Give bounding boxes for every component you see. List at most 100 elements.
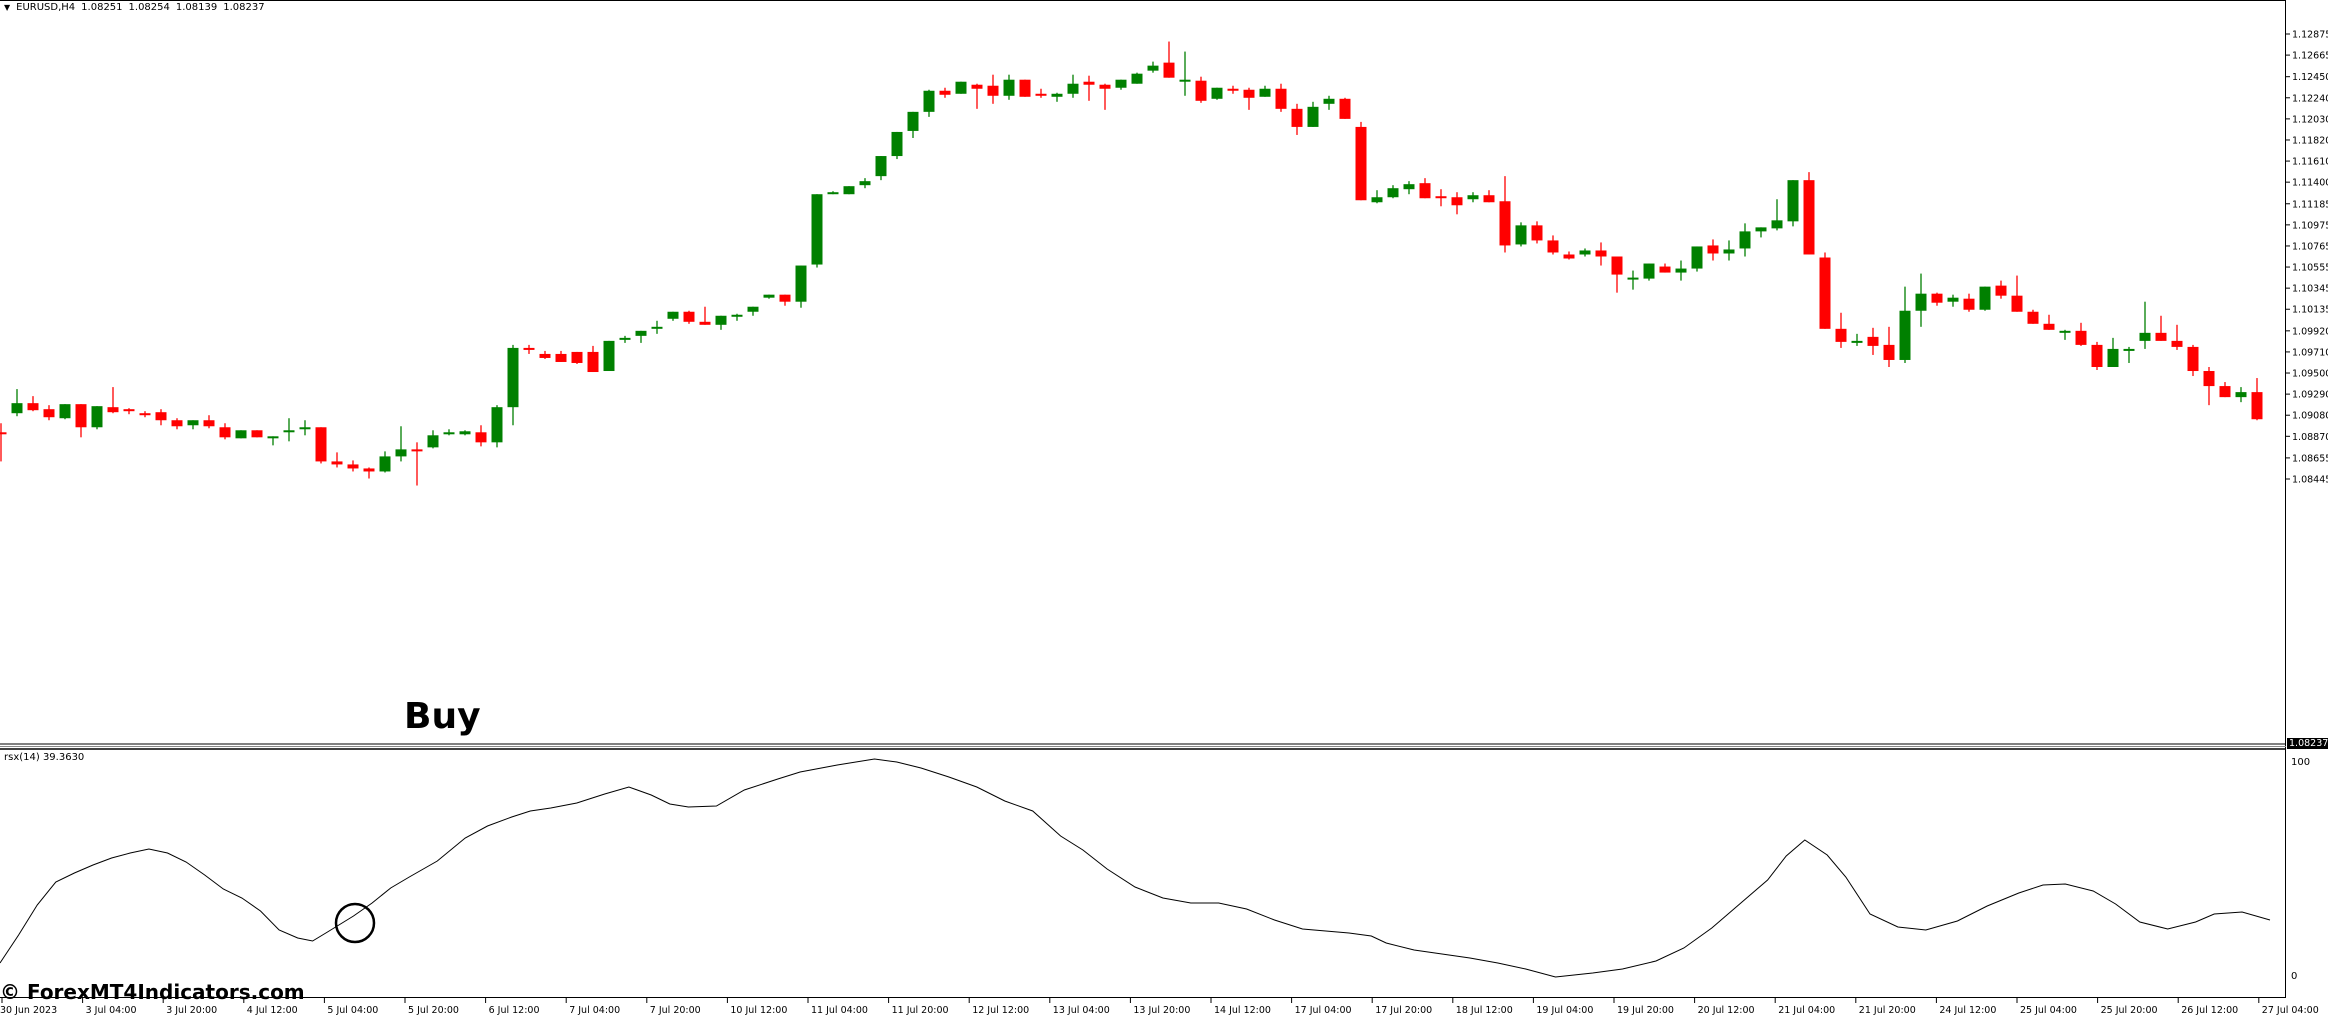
candle	[1083, 81, 1095, 85]
candle	[1755, 227, 1767, 232]
rsx-indicator-label: rsx(14) 39.3630	[4, 752, 85, 763]
candle	[1563, 254, 1575, 259]
candle	[907, 111, 919, 131]
candle	[2059, 330, 2071, 333]
candle	[1819, 257, 1831, 329]
svg-text:1.10345: 1.10345	[2292, 284, 2328, 295]
candle	[523, 347, 535, 350]
candle	[379, 456, 391, 472]
svg-text:25 Jul 04:00: 25 Jul 04:00	[2020, 1005, 2077, 1016]
candle	[955, 81, 967, 94]
candle	[731, 314, 743, 317]
candle	[1739, 231, 1751, 249]
svg-text:30 Jun 2023: 30 Jun 2023	[0, 1005, 57, 1016]
candle	[2171, 340, 2183, 347]
candle	[1227, 88, 1239, 91]
svg-text:5 Jul 04:00: 5 Jul 04:00	[327, 1005, 378, 1016]
svg-text:11 Jul 20:00: 11 Jul 20:00	[892, 1005, 949, 1016]
candle	[219, 427, 231, 438]
svg-text:1.09920: 1.09920	[2292, 326, 2328, 337]
candle	[1419, 183, 1431, 199]
candle	[1323, 98, 1335, 104]
time-axis-labels: 30 Jun 2023 3 Jul 04:00 3 Jul 20:00 4 Jul 1…	[0, 998, 2319, 1016]
svg-text:6 Jul 12:00: 6 Jul 12:00	[489, 1005, 540, 1016]
candle	[1099, 84, 1111, 89]
candle	[1867, 336, 1879, 346]
candle	[2091, 344, 2103, 367]
candle	[923, 90, 935, 112]
candle	[1723, 249, 1735, 254]
candle	[507, 347, 519, 408]
candle	[795, 265, 807, 302]
ohlc-open: 1.08251	[81, 2, 123, 13]
svg-text:11 Jul 04:00: 11 Jul 04:00	[811, 1005, 868, 1016]
svg-text:20 Jul 12:00: 20 Jul 12:00	[1698, 1005, 1755, 1016]
candle	[2075, 330, 2087, 345]
candle	[363, 468, 375, 472]
candle	[1435, 196, 1447, 199]
candle	[315, 427, 327, 462]
candle	[1899, 310, 1911, 360]
candle	[1547, 240, 1559, 253]
candle	[491, 407, 503, 443]
candle	[347, 464, 359, 469]
candle	[1371, 197, 1383, 203]
candle	[971, 84, 983, 89]
candle	[43, 409, 55, 418]
candle	[1979, 286, 1991, 310]
candle	[1499, 201, 1511, 246]
svg-text:13 Jul 20:00: 13 Jul 20:00	[1133, 1005, 1190, 1016]
candle	[2139, 332, 2151, 341]
candle	[299, 427, 311, 430]
candle	[1291, 108, 1303, 127]
ohlc-high: 1.08254	[128, 2, 170, 13]
candle	[539, 353, 551, 358]
svg-text:1.12665: 1.12665	[2292, 51, 2328, 62]
svg-text:1.09500: 1.09500	[2292, 369, 2328, 380]
candle	[139, 413, 151, 416]
candle	[395, 449, 407, 457]
candle	[1451, 197, 1463, 206]
candle	[1915, 293, 1927, 311]
candle	[1403, 184, 1415, 190]
candle	[27, 403, 39, 411]
candle	[875, 156, 887, 177]
candlestick-series	[0, 41, 2263, 486]
candle	[2123, 348, 2135, 351]
candle	[1019, 79, 1031, 97]
svg-text:14 Jul 12:00: 14 Jul 12:00	[1214, 1005, 1271, 1016]
candle	[1675, 268, 1687, 273]
svg-text:19 Jul 04:00: 19 Jul 04:00	[1536, 1005, 1593, 1016]
candle	[619, 337, 631, 340]
candle	[667, 311, 679, 319]
dropdown-triangle-icon[interactable]: ▼	[4, 3, 11, 12]
svg-text:21 Jul 20:00: 21 Jul 20:00	[1859, 1005, 1916, 1016]
candle	[2043, 323, 2055, 330]
candle	[1531, 225, 1543, 241]
candle	[2011, 295, 2023, 312]
candle	[1579, 250, 1591, 255]
candle	[0, 432, 7, 435]
candle	[203, 420, 215, 427]
candle	[747, 306, 759, 312]
candle	[683, 311, 695, 322]
candle	[1659, 266, 1671, 273]
candle	[699, 321, 711, 325]
candle	[1691, 246, 1703, 269]
candle	[827, 192, 839, 195]
candle	[635, 330, 647, 336]
candle	[475, 432, 487, 443]
candle	[459, 431, 471, 435]
svg-text:18 Jul 12:00: 18 Jul 12:00	[1456, 1005, 1513, 1016]
candle	[2203, 371, 2215, 387]
candle	[1947, 297, 1959, 302]
candle	[1963, 298, 1975, 310]
candle	[1835, 328, 1847, 342]
candle	[1115, 79, 1127, 88]
symbol-timeframe: EURUSD,H4	[16, 2, 76, 13]
candle	[91, 406, 103, 428]
candle	[1307, 106, 1319, 127]
svg-text:1.12240: 1.12240	[2292, 93, 2328, 104]
svg-text:1.09290: 1.09290	[2292, 390, 2328, 401]
